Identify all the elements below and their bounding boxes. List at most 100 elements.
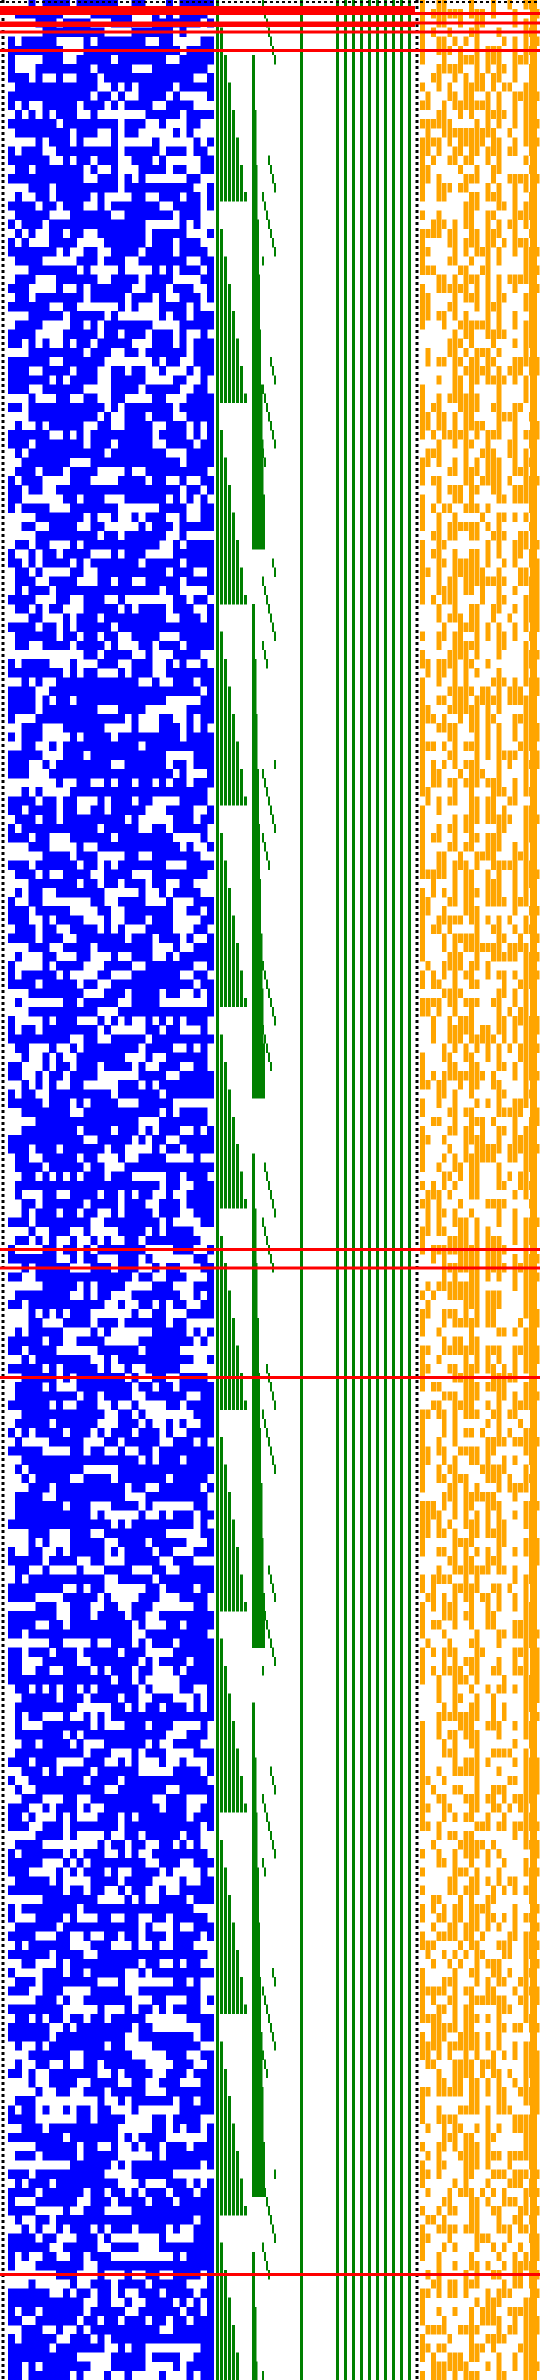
noise-cell bbox=[56, 439, 77, 449]
noise-cell bbox=[90, 210, 112, 220]
noise-cell bbox=[76, 2334, 91, 2344]
noise-cell bbox=[69, 1547, 84, 1557]
noise-cell bbox=[200, 274, 208, 284]
orange-cell bbox=[452, 338, 458, 349]
stair-cell bbox=[224, 265, 227, 275]
stair-cell bbox=[224, 970, 227, 980]
noise-cell bbox=[14, 952, 22, 962]
stair-cell bbox=[240, 1583, 243, 1593]
inner-cell bbox=[264, 2187, 266, 2198]
stair-cell bbox=[220, 1995, 223, 2005]
orange-cell bbox=[523, 265, 529, 275]
orange-cell bbox=[485, 549, 491, 559]
orange-cell bbox=[436, 457, 442, 468]
noise-cell bbox=[207, 2297, 215, 2307]
noise-cell bbox=[179, 329, 187, 339]
orange-cell bbox=[463, 265, 469, 275]
noise-cell bbox=[165, 897, 173, 907]
noise-cell bbox=[8, 759, 16, 770]
band-cell bbox=[252, 677, 257, 687]
noise-cell bbox=[42, 457, 64, 468]
stair-cell bbox=[228, 576, 231, 587]
inner-cell bbox=[270, 164, 272, 175]
noise-cell bbox=[69, 1190, 77, 1200]
noise-cell bbox=[56, 1135, 84, 1145]
stair-cell bbox=[220, 796, 223, 806]
stair-cell bbox=[220, 128, 223, 138]
noise-cell bbox=[207, 393, 215, 403]
orange-cell bbox=[474, 283, 480, 294]
noise-cell bbox=[97, 942, 105, 953]
stair-cell bbox=[220, 82, 223, 92]
orange-cell bbox=[436, 192, 442, 202]
noise-cell bbox=[8, 897, 16, 907]
stair-cell bbox=[228, 970, 231, 980]
stair-cell bbox=[216, 1995, 219, 2005]
noise-cell bbox=[145, 659, 153, 669]
noise-cell bbox=[138, 1382, 153, 1392]
noise-cell bbox=[90, 146, 105, 156]
noise-cell bbox=[165, 1830, 180, 1841]
noise-cell bbox=[200, 1510, 215, 1520]
noise-cell bbox=[193, 668, 215, 678]
noise-cell bbox=[97, 2279, 105, 2289]
noise-cell bbox=[193, 1125, 201, 1136]
noise-cell bbox=[193, 338, 201, 349]
noise-cell bbox=[124, 1034, 146, 1044]
stair-cell bbox=[220, 887, 223, 898]
noise-cell bbox=[117, 1254, 132, 1264]
noise-cell bbox=[83, 265, 91, 275]
noise-cell bbox=[165, 2178, 187, 2188]
stair-cell bbox=[232, 1968, 235, 1978]
orange-cell bbox=[485, 311, 491, 321]
orange-cell bbox=[496, 466, 502, 477]
stair-cell bbox=[224, 1574, 227, 1584]
band-cell bbox=[252, 210, 258, 220]
orange-cell bbox=[463, 292, 469, 303]
stair-cell bbox=[236, 1803, 239, 1813]
noise-cell bbox=[193, 1949, 208, 1960]
noise-cell bbox=[131, 677, 139, 687]
noise-cell bbox=[200, 311, 215, 321]
noise-cell bbox=[42, 979, 77, 989]
noise-cell bbox=[35, 164, 43, 175]
stair-cell bbox=[224, 1144, 227, 1154]
noise-cell bbox=[111, 1034, 119, 1044]
noise-cell bbox=[76, 1006, 91, 1017]
noise-cell bbox=[8, 100, 16, 111]
band-cell bbox=[252, 823, 260, 834]
noise-cell bbox=[131, 2187, 139, 2198]
noise-cell bbox=[90, 1235, 98, 1246]
noise-cell bbox=[117, 1446, 125, 1456]
noise-cell bbox=[35, 1666, 50, 1676]
noise-cell bbox=[14, 1574, 22, 1584]
noise-cell bbox=[159, 1858, 173, 1868]
noise-cell bbox=[131, 997, 139, 1008]
stair-cell bbox=[220, 1437, 223, 1447]
noise-cell bbox=[207, 2196, 215, 2207]
noise-cell bbox=[69, 659, 77, 669]
band-cell bbox=[252, 1821, 258, 1831]
noise-cell bbox=[8, 384, 22, 394]
band-cell bbox=[252, 1299, 258, 1310]
noise-cell bbox=[165, 1006, 208, 1017]
noise-cell bbox=[35, 73, 43, 83]
noise-cell bbox=[8, 1446, 36, 1456]
stair-cell bbox=[228, 988, 231, 998]
noise-cell bbox=[35, 2142, 43, 2152]
stair-cell bbox=[224, 2279, 227, 2289]
noise-cell bbox=[193, 1180, 201, 1191]
stair-cell bbox=[220, 933, 223, 944]
orange-cell bbox=[469, 485, 474, 495]
stair-cell bbox=[228, 723, 231, 733]
band-cell bbox=[252, 2352, 257, 2362]
noise-cell bbox=[111, 979, 132, 989]
noise-cell bbox=[138, 1537, 146, 1548]
noise-cell bbox=[83, 622, 112, 632]
stair-cell bbox=[216, 649, 219, 660]
noise-cell bbox=[186, 109, 208, 120]
noise-cell bbox=[28, 1309, 36, 1319]
stair-cell bbox=[220, 1647, 223, 1658]
band-cell bbox=[252, 915, 262, 925]
orange-cell bbox=[463, 201, 469, 211]
